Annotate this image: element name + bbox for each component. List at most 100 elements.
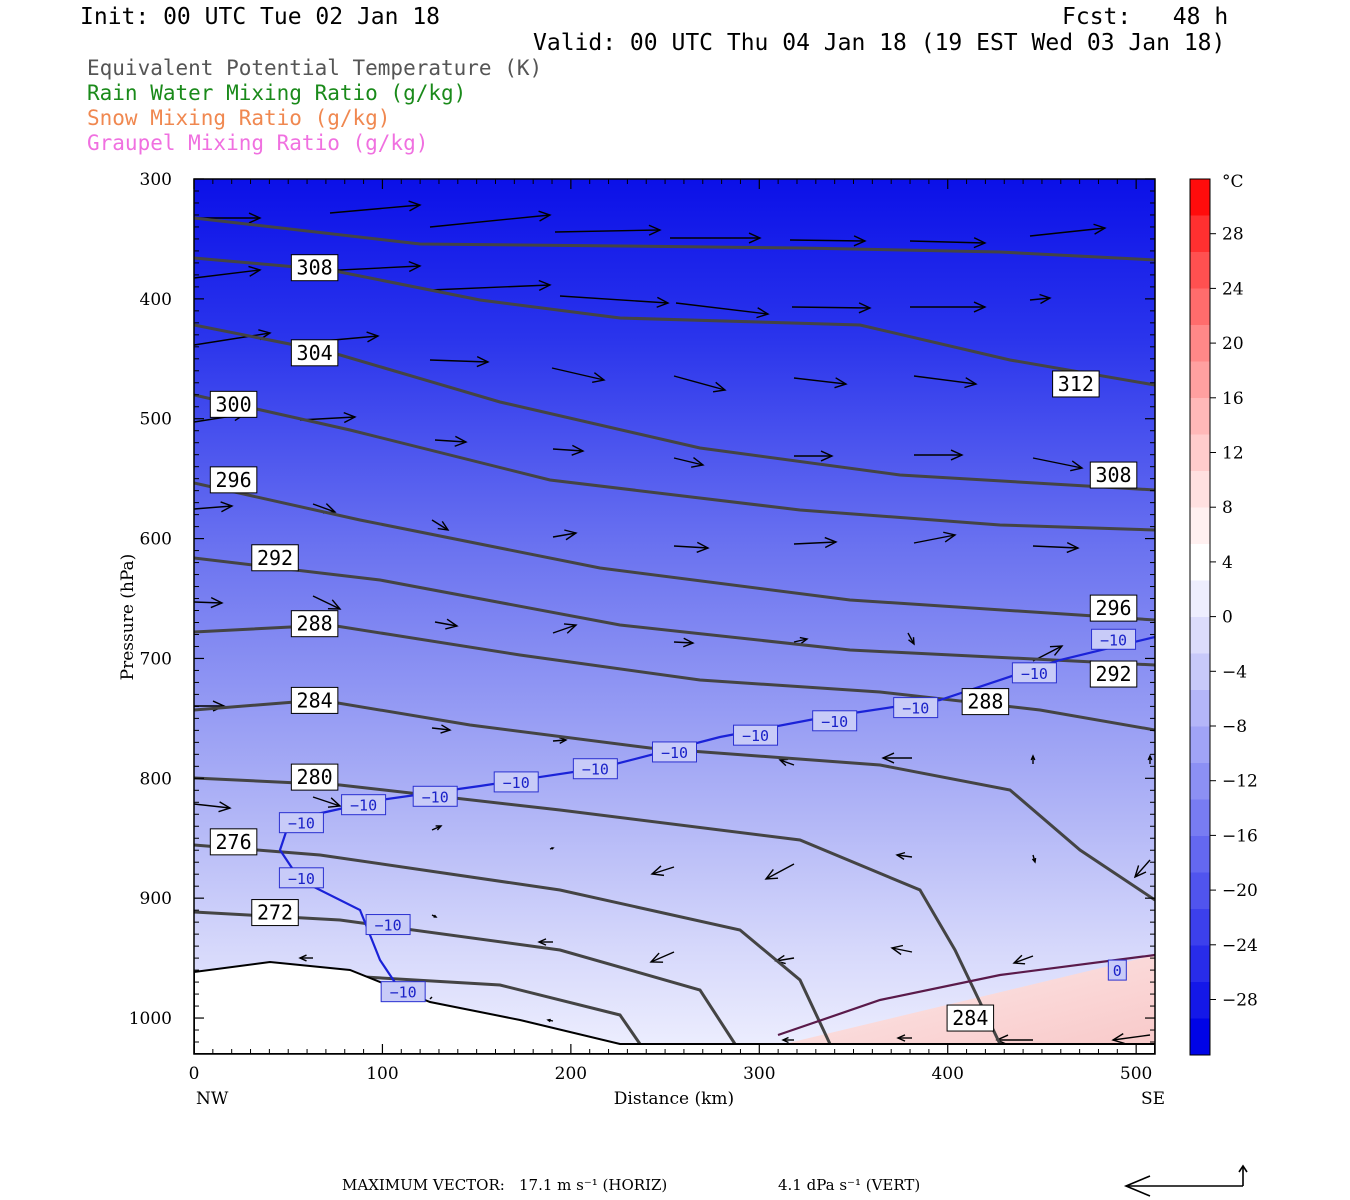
colorbar-swatch [1190,325,1210,362]
theta-e-contour-value: 288 [297,612,333,636]
wind-vector [312,796,342,808]
forecast-hour: Fcst: 48 h [1062,4,1229,30]
wind-vector [552,529,578,541]
theta-e-contour-value: 288 [967,690,1003,714]
colorbar-swatch [1190,617,1210,654]
theta-e-contour-label: 288 [961,688,1010,716]
theta-e-contour-line [194,698,1155,902]
wind-vector [913,531,957,544]
theta-e-contour-value: 284 [952,1006,988,1030]
theta-e-contour-value: 296 [216,468,252,492]
temperature-contour-label: −10 [278,812,324,834]
colorbar-swatch [1190,471,1210,508]
colorbar-swatch [1190,799,1210,837]
wind-vector [431,825,443,831]
wind-vector [881,752,912,764]
theta-e-contour-label: 284 [290,686,339,714]
colorbar-swatch [1190,1018,1210,1056]
wind-vector [1029,293,1052,305]
wind-vector [896,1034,912,1042]
temperature-contour-value: −10 [390,984,417,1002]
colorbar-swatch [1190,690,1210,727]
wind-vector [1032,541,1080,554]
colorbar-swatch [1190,982,1210,1019]
temperature-contour-label: −10 [812,710,858,732]
legend-graupel: Graupel Mixing Ratio (g/kg) [87,131,429,155]
theta-e-contour-label: 296 [209,466,258,494]
wind-vector [1029,223,1107,237]
temperature-contour-label: −10 [365,914,411,936]
temperature-contour-value: −10 [1021,665,1048,683]
theta-e-contour-label: 272 [251,899,299,927]
temperature-contour-value: −10 [742,727,769,745]
temperature-contour-value: −10 [288,815,315,833]
theta-e-contour-value: 304 [297,341,333,365]
temperature-contour-value: −10 [375,917,402,935]
wind-vector [429,996,433,1000]
theta-e-contour-label: 288 [290,610,339,638]
temperature-contour-label: −10 [572,758,618,780]
colorbar-swatch [1190,945,1210,983]
x-axis-title: Distance (km) [614,1089,734,1109]
wind-vector [1147,754,1153,764]
theta-e-contour-value: 292 [257,546,293,570]
wind-vector [552,736,568,745]
colorbar-swatch [1190,179,1210,216]
plot-frame [193,178,1156,1055]
temperature-contour-label: 0 [1107,959,1127,981]
theta-e-contour-value: 300 [216,392,252,416]
colorbar-label: 16 [1222,389,1244,409]
wind-vector [793,377,848,389]
max-vector-vertical: 4.1 dPa s⁻¹ (VERT) [778,1176,921,1194]
colorbar-swatch [1190,361,1210,399]
temperature-contour-value: −10 [422,788,449,806]
wind-vector [1012,954,1034,965]
temperature-contour-label: −10 [893,697,939,719]
wind-vector [649,951,675,963]
colorbar-swatch [1190,653,1210,691]
y-tick-label: 500 [140,410,172,430]
theta-e-contour-value: 308 [297,256,333,280]
y-tick-label: 700 [140,649,172,669]
wind-vector [895,851,913,860]
wind-vector [789,235,867,247]
x-tick-label: 100 [366,1064,398,1084]
wind-vector [1032,457,1084,472]
colorbar-unit: °C [1222,172,1244,192]
y-tick-label: 300 [140,170,172,190]
wind-vector [552,444,585,456]
wind-vector [554,224,662,236]
temperature-contour-label: −10 [278,867,324,889]
temperature-contour-label: −10 [733,724,779,746]
temperature-contour-label: −10 [341,794,387,816]
wind-vector [890,944,913,956]
colorbar-swatch [1190,252,1210,289]
colorbar-label: −28 [1222,991,1258,1011]
wind-vector [429,210,552,228]
temperature-contour-value: −10 [821,713,848,731]
wind-vector [551,367,606,384]
wind-vector [431,914,438,918]
theta-e-contour-label: 304 [290,339,339,367]
wind-vector [194,801,232,813]
wind-vector [1031,854,1037,864]
wind-vector [794,450,834,462]
colorbar-label: −20 [1222,881,1258,901]
wind-vector [791,302,872,314]
legend-rain-water: Rain Water Mixing Ratio (g/kg) [87,81,467,105]
theta-e-contour-value: 308 [1095,463,1131,487]
theta-e-contour-value: 284 [297,688,333,712]
temperature-contour-value: −10 [902,700,929,718]
colorbar-label: 8 [1222,498,1233,518]
x-tick-label: 300 [743,1064,775,1084]
theta-e-contour-line [194,481,1155,622]
warm-sector-shading [780,955,1155,1054]
y-tick-label: 800 [140,769,172,789]
colorbar-label: −24 [1222,936,1258,956]
wind-vector [298,954,313,962]
x-tick-label: 200 [555,1064,587,1084]
theta-e-contour-value: 312 [1058,372,1094,396]
temperature-contour-label: −10 [652,741,697,763]
y-tick-label: 1000 [129,1009,172,1029]
